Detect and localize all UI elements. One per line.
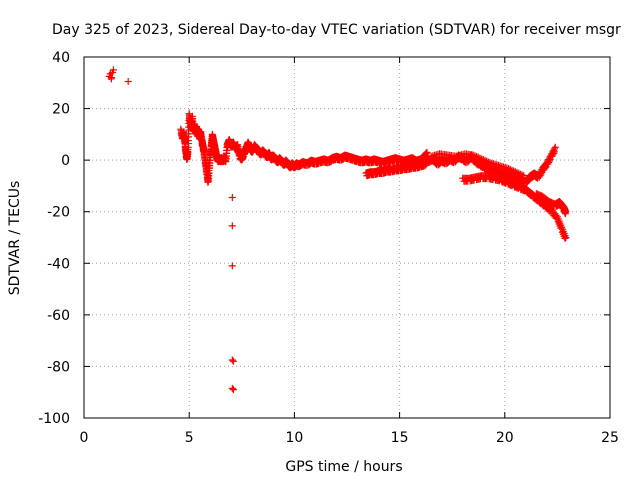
y-axis-title: SDTVAR / TECUs: [7, 181, 23, 296]
y-tick-label: -100: [38, 411, 70, 427]
y-tick-label: 40: [52, 50, 70, 66]
data-markers: [105, 66, 570, 394]
data-point: [107, 75, 115, 83]
data-point: [546, 156, 554, 164]
data-point: [511, 168, 519, 176]
data-point: [548, 152, 556, 160]
data-point: [223, 147, 231, 155]
grid: [84, 57, 610, 418]
data-point: [562, 234, 570, 241]
data-point: [228, 384, 236, 392]
y-tick-label: -20: [47, 205, 70, 221]
data-point: [545, 157, 553, 165]
axis-ticks: 0 5 10 15 20 25 -100 -80 -60 -40 -20 0 20 40: [38, 50, 619, 446]
data-point: [520, 172, 528, 180]
data-point: [550, 148, 558, 156]
data-point: [228, 356, 236, 364]
data-point: [545, 159, 553, 167]
data-point: [551, 143, 559, 151]
x-tick-label: 0: [80, 430, 89, 446]
data-point: [228, 222, 236, 230]
y-tick-label: 20: [52, 102, 70, 118]
chart-title: Day 325 of 2023, Sidereal Day-to-day VTE…: [52, 22, 621, 38]
x-tick-label: 15: [391, 430, 409, 446]
y-tick-label: 0: [61, 153, 70, 169]
data-point: [536, 172, 544, 180]
y-tick-label: -80: [47, 359, 70, 375]
data-point: [469, 151, 477, 159]
data-point: [535, 173, 543, 181]
data-point: [184, 140, 192, 148]
x-tick-label: 5: [185, 430, 194, 446]
data-point: [549, 151, 557, 159]
x-tick-label: 10: [285, 430, 303, 446]
data-point: [229, 357, 237, 365]
x-axis-title: GPS time / hours: [285, 459, 402, 475]
data-point: [537, 170, 545, 178]
data-point: [544, 160, 552, 168]
data-point: [541, 164, 549, 172]
data-point: [228, 194, 236, 202]
y-tick-label: -40: [47, 256, 70, 272]
x-tick-label: 20: [496, 430, 514, 446]
data-point: [503, 164, 511, 172]
data-point: [124, 77, 132, 85]
data-point: [562, 208, 570, 216]
data-point: [561, 234, 569, 242]
data-point: [109, 66, 117, 74]
plot-frame: [83, 56, 611, 419]
data-point: [229, 386, 237, 394]
data-point: [185, 133, 193, 141]
data-point: [228, 262, 236, 270]
data-point: [423, 148, 431, 156]
x-tick-label: 25: [601, 430, 619, 446]
data-point: [550, 149, 558, 157]
data-point: [478, 155, 486, 163]
y-tick-label: -60: [47, 308, 70, 324]
